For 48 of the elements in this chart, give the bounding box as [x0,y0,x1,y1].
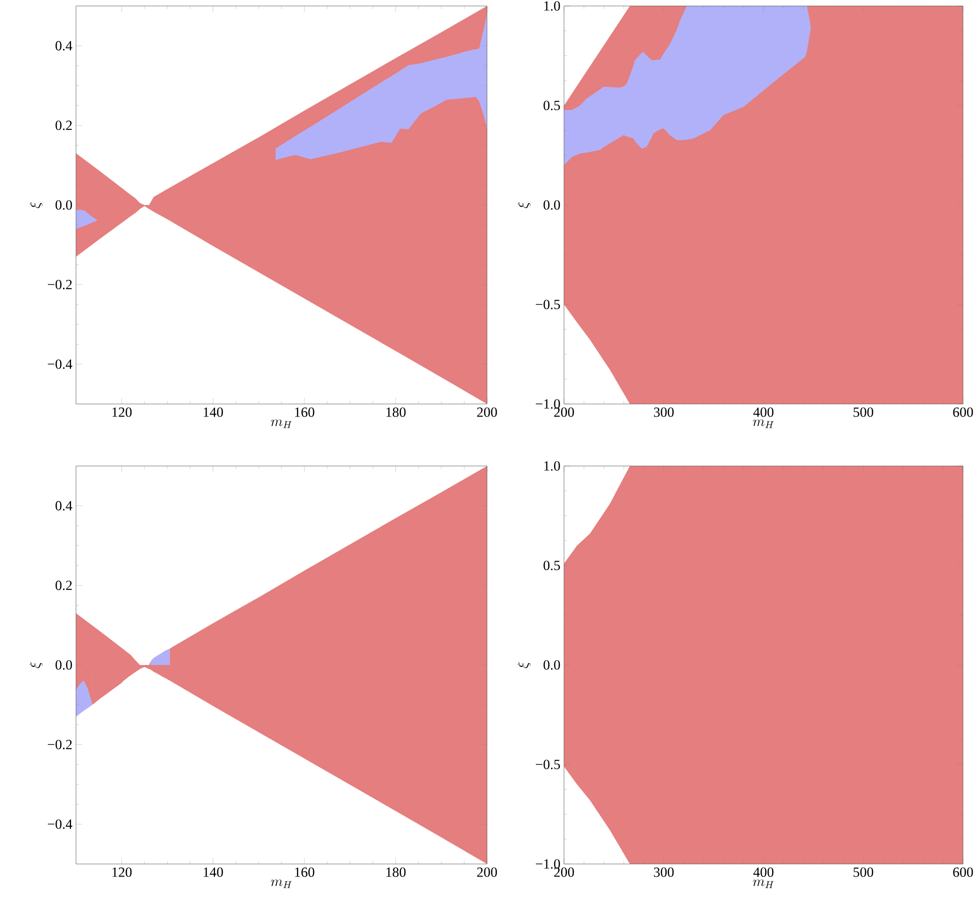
y-tick-label: −0.5 [536,300,560,310]
x-tick-label: 200 [477,868,497,877]
y-tick-label: −0.4 [48,819,72,829]
y-tick-label: −0.2 [48,740,72,750]
x-axis-title: $m_H$ [270,420,292,428]
y-tick-label: 0.4 [56,41,72,51]
x-tick-label: 400 [753,407,774,417]
y-tick-label: −0.2 [48,280,72,290]
y-tick-label: 0.4 [56,501,72,511]
y-axis-title: $\xi$ [30,662,42,668]
y-axis-title: $\xi$ [518,202,530,208]
x-tick-label: 120 [112,407,132,417]
y-tick-label: 0.0 [56,200,72,210]
x-tick-label: 500 [854,407,874,417]
x-tick-label: 120 [112,868,132,877]
x-tick-label: 160 [295,407,314,417]
x-tick-label: 200 [477,407,497,417]
y-tick-label: −1.0 [536,399,560,409]
x-tick-label: 180 [386,868,406,877]
x-tick-label: 400 [753,868,774,877]
x-tick-label: 180 [386,407,406,417]
y-tick-label: 0.0 [56,660,72,670]
y-tick-label: −1.0 [536,859,560,869]
y-tick-label: 1.0 [544,461,560,471]
y-tick-label: 0.5 [544,560,560,570]
y-tick-label: 0.2 [56,580,72,590]
y-tick-label: 0.2 [56,120,72,130]
x-tick-label: 200 [554,407,574,417]
x-tick-label: 500 [854,868,874,877]
y-tick-label: 0.0 [544,200,560,210]
x-axis-title: $m_H$ [752,880,774,888]
x-axis-title: $m_H$ [270,880,292,888]
y-tick-label: −0.4 [48,359,72,369]
x-tick-label: 140 [204,868,223,877]
x-tick-label: 140 [204,407,223,417]
x-tick-label: 160 [295,868,314,877]
y-tick-label: 0.5 [544,100,560,110]
x-axis-title: $m_H$ [752,420,774,428]
y-tick-label: 1.0 [544,1,560,11]
y-tick-label: 0.0 [544,660,560,670]
x-tick-label: 600 [953,868,973,877]
y-axis-title: $\xi$ [30,202,42,208]
y-tick-label: −0.5 [536,760,560,770]
y-axis-title: $\xi$ [518,662,530,668]
x-tick-label: 600 [953,407,973,417]
x-tick-label: 300 [654,407,674,417]
x-tick-label: 300 [654,868,674,877]
x-tick-label: 200 [554,868,574,877]
